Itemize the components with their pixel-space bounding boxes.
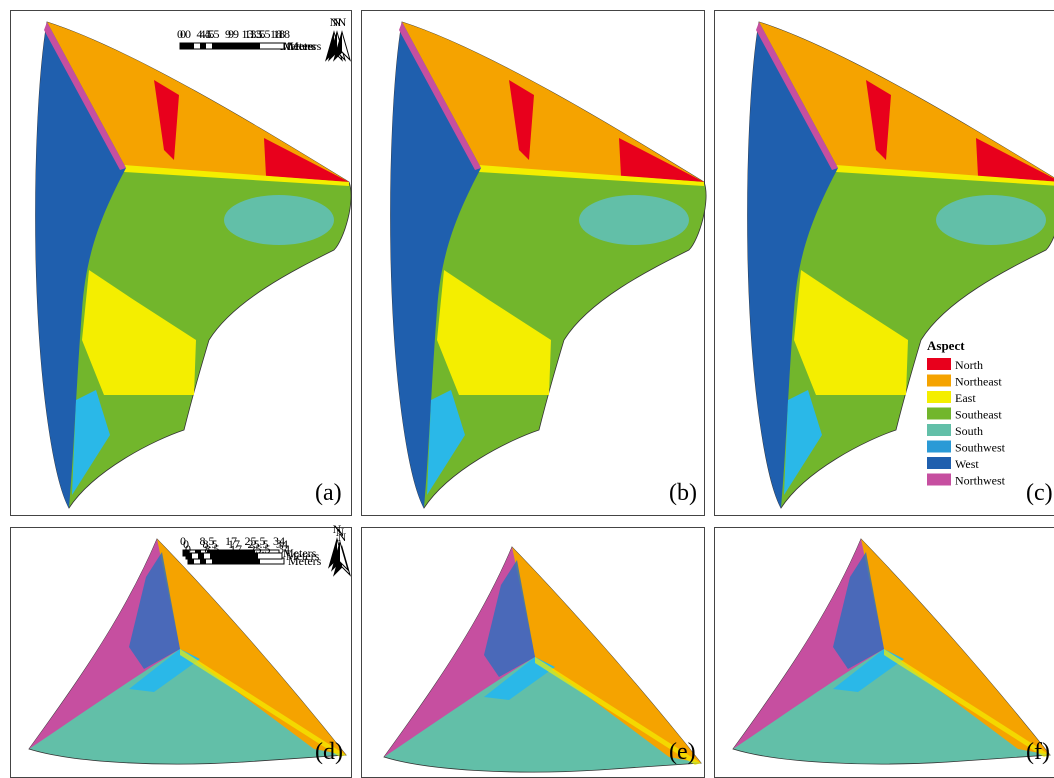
legend-swatch xyxy=(927,358,951,370)
panel-label: (d) xyxy=(315,739,343,765)
scale-label: 25.5 xyxy=(248,537,269,551)
figure: 04.5913.518MetersN(a)04.5913.518MetersN(… xyxy=(0,0,1054,778)
scale-unit: Meters xyxy=(288,39,322,53)
scale-unit: Meters xyxy=(286,549,320,563)
panel-label: (c) xyxy=(1026,480,1053,506)
legend-label: West xyxy=(955,457,979,471)
scale-label: 0 xyxy=(183,537,189,551)
scale-bar-segment xyxy=(186,553,192,559)
legend-label: East xyxy=(955,391,976,405)
legend-label: Southeast xyxy=(955,408,1002,422)
legend-swatch xyxy=(927,391,951,403)
scale-bar-segment xyxy=(212,43,260,49)
page: {"panels": [ {"label": "(a)", "scale_lab… xyxy=(0,0,1054,778)
panel-label: (a) xyxy=(315,480,342,506)
legend-swatch xyxy=(927,457,951,469)
panel-label: (b) xyxy=(669,480,697,506)
legend-label: Southwest xyxy=(955,441,1006,455)
scale-bar-segment xyxy=(188,43,194,49)
legend-swatch xyxy=(927,441,951,453)
panel-label: (e) xyxy=(669,739,696,765)
scale-bar-segment xyxy=(200,43,206,49)
legend-swatch xyxy=(927,408,951,420)
scale-label: 8.5 xyxy=(203,537,218,551)
scale-label: 17 xyxy=(228,537,240,551)
legend-label: North xyxy=(955,358,983,372)
legend-swatch xyxy=(927,375,951,387)
scale-label: 13.5 xyxy=(250,27,271,41)
legend-label: Northwest xyxy=(955,474,1006,488)
scale-label: 4.5 xyxy=(205,27,220,41)
legend-title: Aspect xyxy=(927,338,965,353)
legend-label: South xyxy=(955,424,983,438)
legend-swatch xyxy=(927,424,951,436)
legend-swatch xyxy=(927,474,951,486)
north-label: N xyxy=(336,525,345,539)
north-label: N xyxy=(338,15,347,29)
scale-bar-segment xyxy=(210,553,258,559)
legend-label: Northeast xyxy=(955,375,1002,389)
scale-label: 9 xyxy=(233,27,239,41)
panel-label: (f) xyxy=(1026,739,1050,765)
scale-label: 0 xyxy=(185,27,191,41)
scale-bar-segment xyxy=(198,553,204,559)
